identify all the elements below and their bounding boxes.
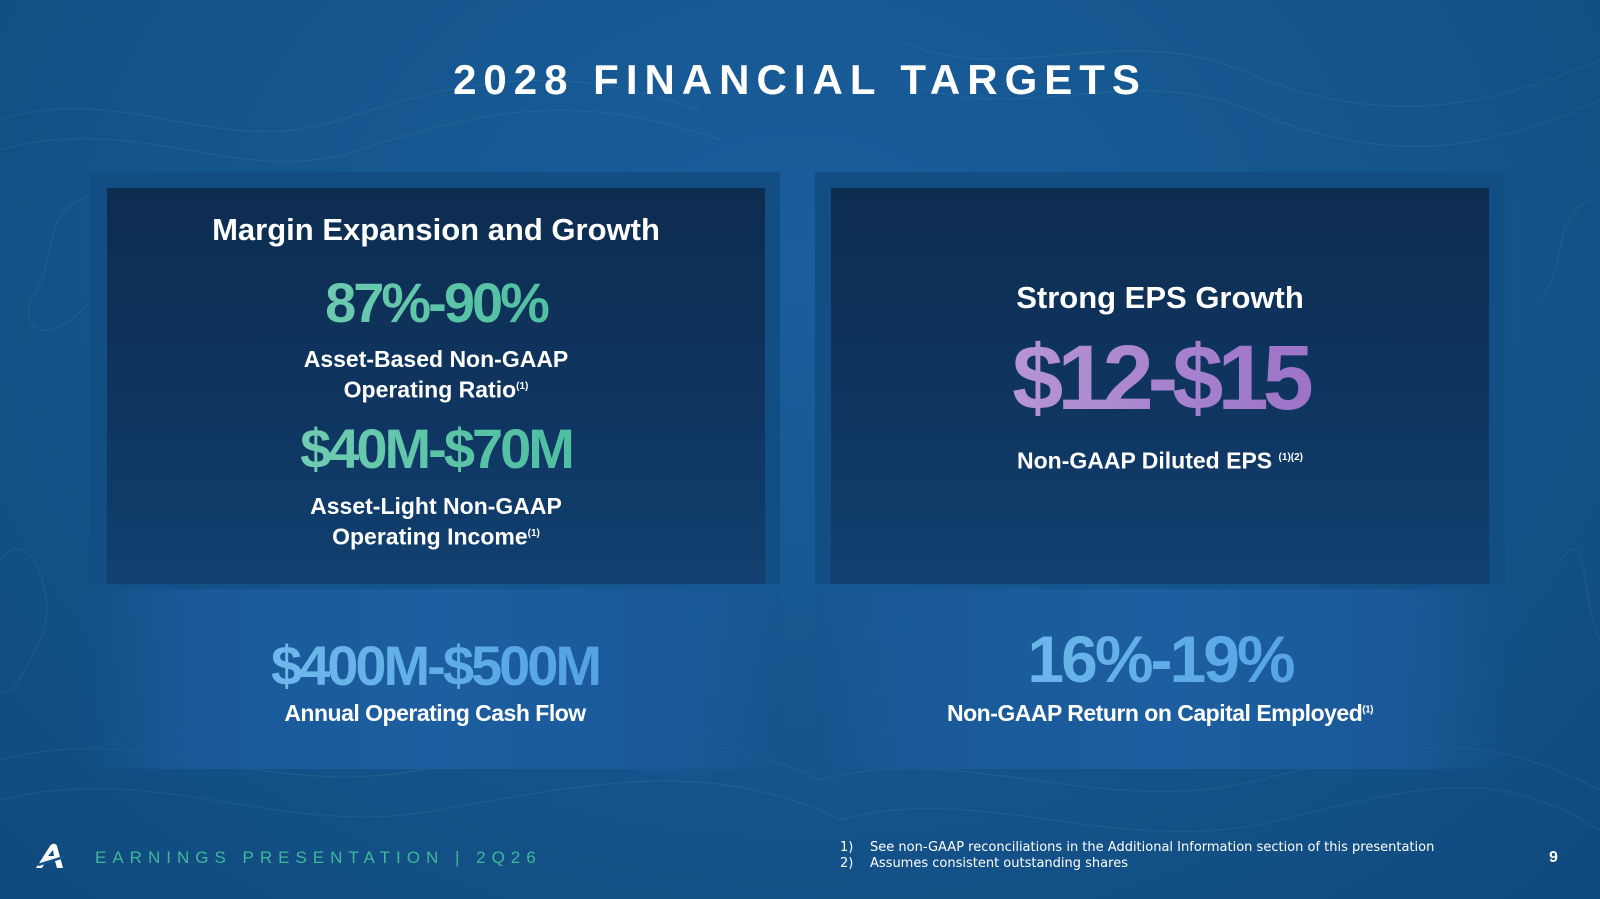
footnote-row: 2) Assumes consistent outstanding shares <box>840 856 1434 872</box>
footer-period: 2Q26 <box>476 848 542 867</box>
right-panel: Strong EPS Growth $12-$15 Non-GAAP Dilut… <box>831 188 1489 584</box>
roce-label-wrap: Non-GAAP Return on Capital Employed(1) <box>815 700 1505 727</box>
footer-brand: EARNINGS PRESENTATION | 2Q26 <box>95 848 542 868</box>
right-panel-heading: Strong EPS Growth <box>1016 280 1304 315</box>
footnote-number: 1) <box>840 840 854 855</box>
roce-label: Non-GAAP Return on Capital Employed <box>946 700 1363 726</box>
roce-band: 16%-19% Non-GAAP Return on Capital Emplo… <box>815 589 1505 769</box>
footnote-number: 2) <box>840 856 854 871</box>
operating-ratio-label-line2-wrap: Operating Ratio(1) <box>107 373 765 404</box>
operating-income-label-line2-wrap: Operating Income(1) <box>107 520 765 551</box>
roce-footnote: (1) <box>1362 704 1373 716</box>
footnote-text: See non-GAAP reconciliations in the Addi… <box>870 840 1435 855</box>
cash-flow-label: Annual Operating Cash Flow <box>284 700 586 726</box>
operating-ratio-label-line2: Operating Ratio <box>343 376 517 403</box>
slide-title: 2028 FINANCIAL TARGETS <box>453 56 1147 103</box>
footnote-text: Assumes consistent outstanding shares <box>870 856 1128 871</box>
roce-value: 16%-19% <box>815 621 1505 697</box>
operating-income-label: Asset-Light Non-GAAP Operating Income(1) <box>107 493 765 551</box>
operating-ratio-footnote: (1) <box>516 381 529 392</box>
operating-income-footnote: (1) <box>527 528 540 539</box>
eps-label-wrap: Non-GAAP Diluted EPS (1)(2) <box>831 444 1489 475</box>
eps-value: $12-$15 <box>831 326 1489 431</box>
page-number: 9 <box>1549 849 1558 866</box>
operating-income-label-line1: Asset-Light Non-GAAP <box>310 493 562 519</box>
operating-income-label-line2: Operating Income <box>332 523 528 550</box>
left-panel: Margin Expansion and Growth 87%-90% Asse… <box>107 188 765 584</box>
operating-income-value: $40M-$70M <box>107 416 765 481</box>
footer-brand-text: EARNINGS PRESENTATION <box>95 848 445 867</box>
footnotes: 1) See non-GAAP reconciliations in the Ad… <box>840 840 1434 872</box>
footer-separator: | <box>454 848 466 867</box>
cash-flow-value: $400M-$500M <box>90 633 780 698</box>
cash-flow-band: $400M-$500M Annual Operating Cash Flow <box>90 589 780 769</box>
left-panel-heading: Margin Expansion and Growth <box>212 212 660 247</box>
operating-ratio-value: 87%-90% <box>107 270 765 335</box>
eps-footnote: (1)(2) <box>1278 452 1303 463</box>
arcbest-a-logo-icon <box>36 843 65 868</box>
eps-label: Non-GAAP Diluted EPS <box>1017 447 1273 474</box>
footnote-row: 1) See non-GAAP reconciliations in the Ad… <box>840 840 1434 856</box>
operating-ratio-label-line1: Asset-Based Non-GAAP <box>303 346 569 372</box>
operating-ratio-label: Asset-Based Non-GAAP Operating Ratio(1) <box>107 346 765 404</box>
